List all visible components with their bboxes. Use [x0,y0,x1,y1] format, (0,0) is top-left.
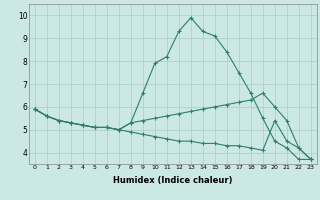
X-axis label: Humidex (Indice chaleur): Humidex (Indice chaleur) [113,176,233,185]
